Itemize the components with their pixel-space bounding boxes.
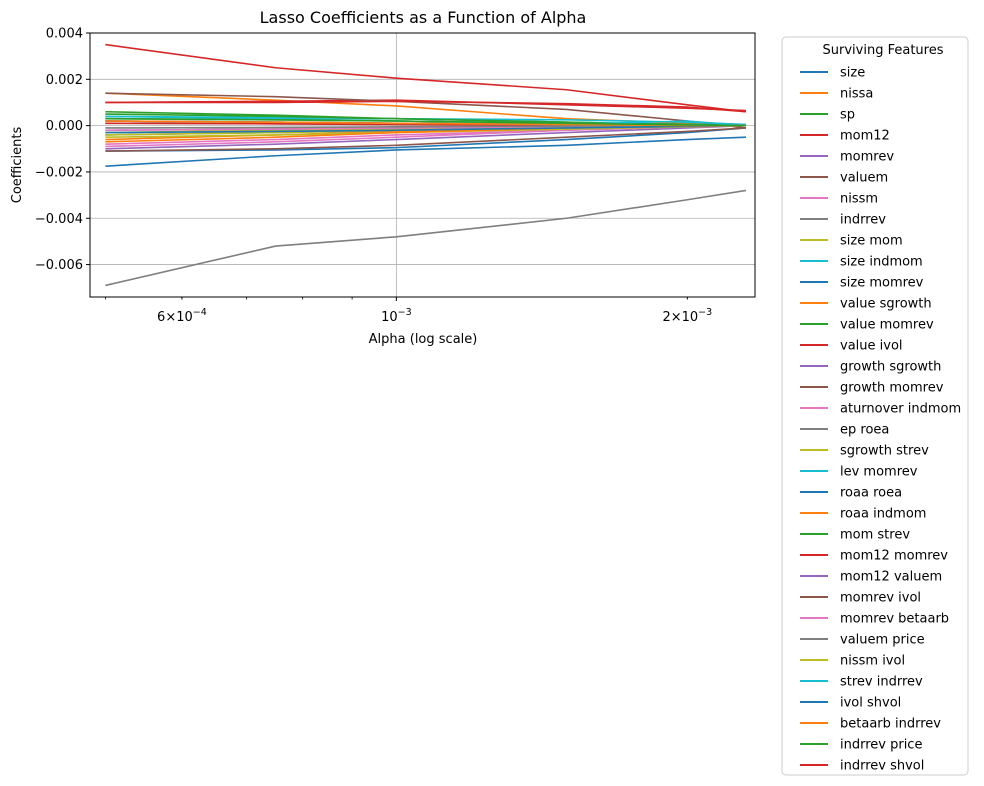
legend-entry-label: momrev (840, 150, 894, 165)
legend-entry-label: momrev betaarb (840, 612, 949, 627)
legend-entry-label: indrrev shvol (840, 759, 924, 774)
legend-entry-label: growth momrev (840, 381, 944, 396)
legend-entry-label: value ivol (840, 339, 903, 354)
legend-entry-label: value sgrowth (840, 297, 932, 312)
legend-entry-label: sgrowth strev (840, 444, 929, 459)
series-line-momrev (105, 124, 747, 150)
legend: Surviving Features size nissa sp mom12 momre… (781, 36, 969, 776)
legend-entry-label: ep roea (840, 423, 889, 438)
legend-entry-label: valuem (840, 171, 888, 186)
legend-entry-label: mom12 valuem (840, 570, 942, 585)
legend-entry-label: size mom (840, 234, 903, 249)
legend-frame (781, 36, 969, 776)
series-line-indrrev-shvol (105, 100, 747, 113)
legend-entry-label: valuem price (840, 633, 925, 648)
legend-entry-label: size momrev (840, 276, 924, 291)
legend-entry-label: strev indrrev (840, 675, 923, 690)
x-tick-label: 6×10−4 (157, 307, 207, 325)
legend-entry-label: size (840, 66, 865, 81)
y-tick-label: 0.004 (46, 27, 83, 42)
x-tick-label: 2×10−3 (662, 307, 712, 325)
chart-title: Lasso Coefficients as a Function of Alph… (260, 8, 587, 27)
legend-entry-label: roaa roea (840, 486, 902, 501)
grid-layer (90, 32, 755, 297)
y-tick-label: −0.002 (35, 165, 83, 180)
plot-frame (89, 32, 756, 298)
y-tick-label: −0.004 (35, 212, 83, 227)
series-line-nissa (105, 92, 747, 127)
legend-entry-label: indrrev (840, 213, 886, 228)
series-layer (105, 43, 747, 287)
series-line-indrrev-price (105, 117, 746, 127)
legend-entry-label: nissm (840, 192, 878, 207)
legend-entry-label: nissm ivol (840, 654, 905, 669)
legend-entry-label: mom12 momrev (840, 549, 948, 564)
legend-entry-label: roaa indmom (840, 507, 926, 522)
legend-entry-label: sp (840, 108, 855, 123)
axis-layer: 0.004 0.002 0.000 −0.002 −0.004 −0.006 6×10−4 1… (35, 27, 712, 326)
series-line-size-momrev (105, 136, 747, 167)
x-tick-exponent: −3 (698, 307, 712, 318)
x-tick-base: 6×10 (157, 310, 193, 325)
legend-entry-label: lev momrev (840, 465, 918, 480)
x-tick-base: 10 (381, 310, 398, 325)
legend-entry-label: ivol shvol (840, 696, 901, 711)
y-tick-label: 0.000 (46, 119, 83, 134)
legend-entry-label: betaarb indrrev (840, 717, 941, 732)
series-line-growth-momrev (105, 127, 747, 152)
legend-entry-label: size indmom (840, 255, 923, 270)
legend-title: Surviving Features (823, 43, 944, 58)
y-tick-label: −0.006 (35, 258, 83, 273)
legend-entry-label: value momrev (840, 318, 934, 333)
y-tick-label: 0.002 (46, 73, 83, 88)
legend-entry-label: aturnover indmom (840, 402, 961, 417)
series-line-indrrev (105, 189, 747, 287)
legend-entry-label: growth sgrowth (840, 360, 941, 375)
legend-entry-label: momrev ivol (840, 591, 921, 606)
x-tick-exponent: −3 (398, 307, 412, 318)
legend-entry-label: mom strev (840, 528, 910, 543)
x-tick-exponent: −4 (193, 307, 207, 318)
series-line-size (105, 127, 747, 152)
x-axis-label: Alpha (log scale) (369, 332, 478, 347)
x-tick-base: 2×10 (662, 310, 698, 325)
series-line-value-ivol (105, 43, 747, 113)
legend-entry-label: mom12 (840, 129, 890, 144)
legend-entry-label: nissa (840, 87, 873, 102)
x-tick-label: 10−3 (381, 307, 412, 325)
y-axis-label: Coefficients (10, 127, 25, 204)
legend-entry-label: indrrev price (840, 738, 922, 753)
